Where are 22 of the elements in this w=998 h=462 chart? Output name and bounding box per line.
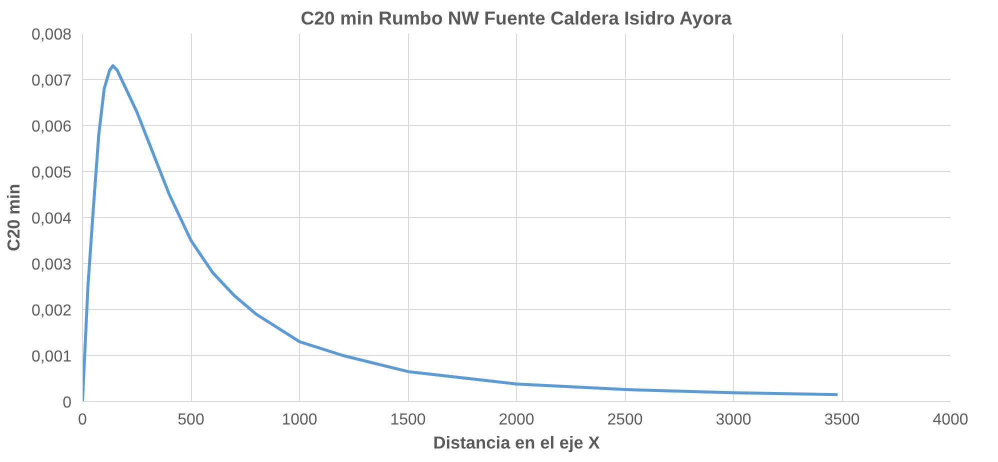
x-tick-label: 500 [178,412,204,428]
x-tick-label: 3500 [824,412,860,428]
x-tick-label: 0 [78,412,88,428]
x-tick-label: 4000 [932,412,968,428]
y-tick-label: 0 [62,394,72,412]
x-tick-label: 1500 [390,412,426,428]
x-axis-title: Distancia en el eje X [433,432,600,452]
y-tick-label: 0,002 [31,302,72,320]
y-tick-label: 0,003 [31,256,72,274]
y-tick-label: 0,001 [31,348,72,366]
x-tick-label: 1000 [282,412,318,428]
x-tick-label: 3000 [716,412,752,428]
y-tick-label: 0,007 [31,72,72,90]
x-tick-label: 2500 [607,412,643,428]
y-tick-label: 0,004 [31,210,72,228]
y-axis-title: C20 min [3,184,24,252]
line-series [82,64,840,402]
y-tick-label: 0,008 [31,26,72,44]
x-tick-label: 2000 [498,412,534,428]
y-tick-label: 0,005 [31,164,72,182]
y-tick-label: 0,006 [31,118,72,136]
chart-title: C20 min Rumbo NW Fuente Caldera Isidro Ayora [300,8,732,28]
